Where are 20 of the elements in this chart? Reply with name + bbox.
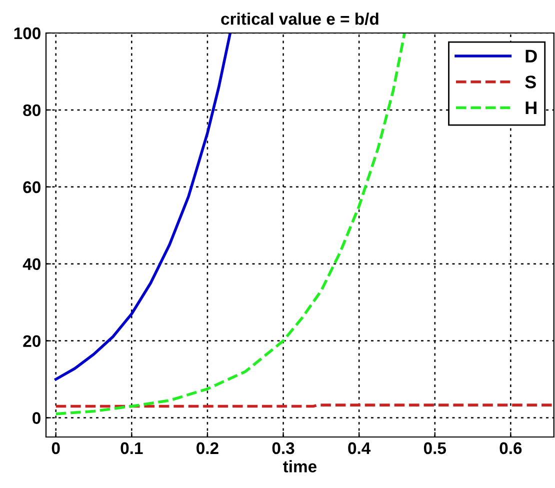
legend-label: D bbox=[526, 50, 537, 62]
chart-title: critical value e = b/d bbox=[221, 12, 378, 25]
x-tick-label: 0.5 bbox=[424, 442, 446, 454]
legend-label: H bbox=[526, 102, 536, 114]
x-tick-label: 0.2 bbox=[196, 442, 218, 454]
x-tick-label: 0 bbox=[52, 442, 60, 454]
x-tick-label: 0.1 bbox=[120, 442, 143, 454]
x-tick-label: 0.3 bbox=[272, 442, 294, 454]
x-tick-label: 0.6 bbox=[500, 442, 522, 454]
line-series bbox=[54, 33, 406, 416]
y-tick-label: 100 bbox=[14, 27, 40, 40]
x-axis-title: time bbox=[283, 460, 317, 472]
line-series bbox=[54, 33, 232, 381]
x-tick-label: 0.4 bbox=[348, 442, 371, 454]
legend-label: S bbox=[525, 76, 536, 88]
y-tick-label: 60 bbox=[23, 181, 40, 194]
y-tick-label: 80 bbox=[23, 104, 40, 116]
y-tick-label: 0 bbox=[32, 412, 40, 424]
y-tick-label: 20 bbox=[23, 335, 40, 348]
y-tick-label: 40 bbox=[22, 258, 40, 270]
